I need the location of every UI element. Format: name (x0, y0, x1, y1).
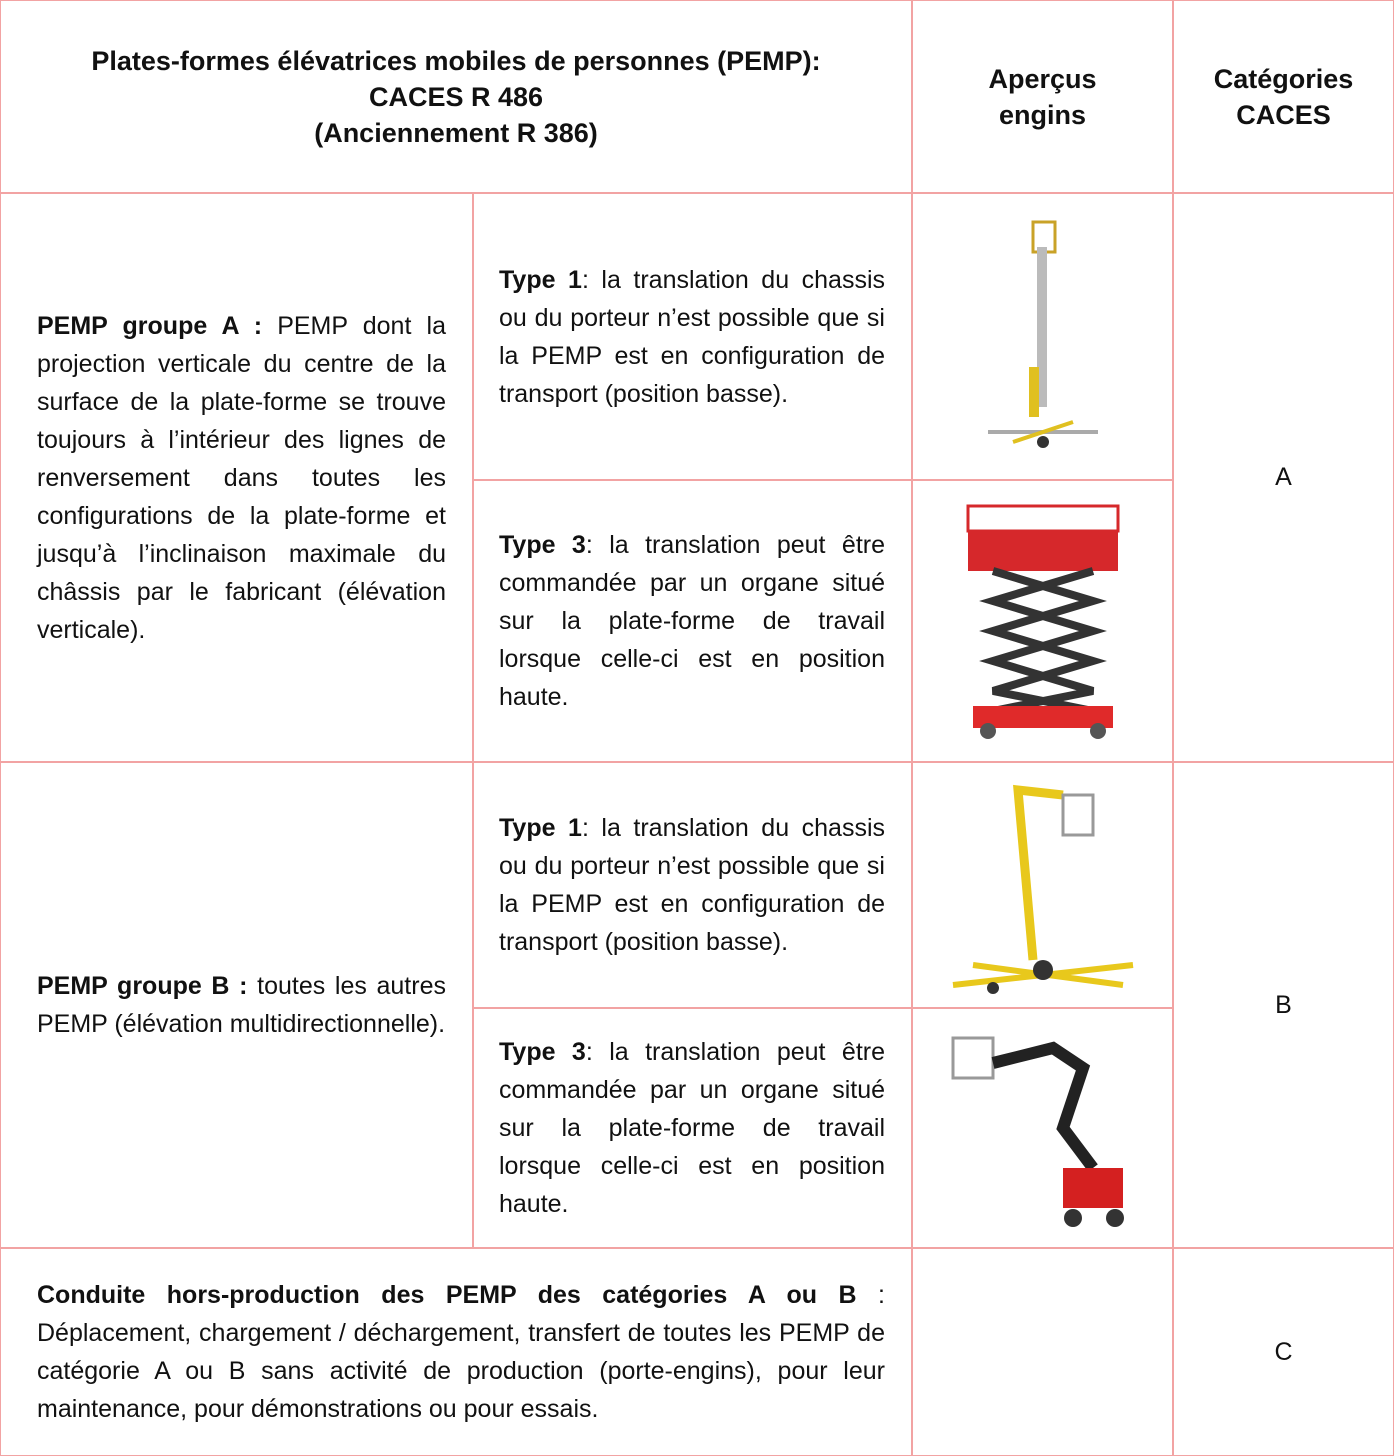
type-label: Type 1 (499, 814, 582, 842)
header: engins (998, 99, 1086, 130)
image-cell (912, 193, 1173, 480)
group-cell: PEMP groupe B : toutes les autres PEMP (… (0, 762, 473, 1248)
mast-lift-image (987, 220, 1098, 448)
type-cell: Type 3: la translation peut être command… (473, 480, 912, 762)
header: CACES (1236, 99, 1331, 130)
type-label: Type 3 (499, 531, 586, 559)
title: (Anciennement R 386) (314, 117, 598, 148)
boom-lift-image (952, 784, 1133, 994)
type-text: : la translation du chassis ou du porteu… (499, 265, 886, 408)
group-label: PEMP groupe B : (37, 972, 248, 1000)
articulated-lift-image (951, 1036, 1124, 1227)
type-label: Type 3 (499, 1038, 586, 1066)
header: Aperçus (988, 63, 1097, 94)
group-cell: PEMP groupe A : PEMP dont la projection … (0, 193, 473, 762)
image-cell (912, 1248, 1173, 1456)
group-text: PEMP dont la projection verticale du cen… (37, 311, 446, 644)
group-label: PEMP groupe A : (37, 311, 263, 340)
group-text: toutes les autres PEMP (élévation multid… (37, 972, 446, 1038)
group-cell: Conduite hors-production des PEMP des ca… (0, 1248, 912, 1456)
type-label: Type 1 (499, 265, 582, 294)
header-cell: Aperçus engins (912, 0, 1173, 193)
type-text: : la translation peut être commandée par… (499, 531, 885, 711)
type-text: : la translation du chassis ou du porteu… (499, 814, 886, 956)
type-cell: Type 3: la translation peut être command… (473, 1008, 912, 1248)
group-label: Conduite hors-production des PEMP des ca… (37, 1281, 857, 1309)
category: C (1274, 1337, 1293, 1366)
category-cell: C (1173, 1248, 1394, 1456)
category: A (1275, 463, 1292, 491)
title: CACES R 486 (368, 81, 544, 112)
group-text: : Déplacement, chargement / déchargement… (37, 1281, 885, 1423)
type-text: : la translation peut être commandée par… (499, 1038, 885, 1218)
scissor-lift-image (966, 504, 1119, 739)
header: Catégories (1213, 63, 1354, 94)
title: Plates-formes élévatrices mobiles de per… (91, 45, 821, 76)
image-cell (912, 762, 1173, 1008)
image-cell (912, 1008, 1173, 1248)
image-cell (912, 480, 1173, 762)
category-cell: A (1173, 193, 1394, 762)
category: B (1275, 990, 1292, 1019)
category-cell: B (1173, 762, 1394, 1248)
header-cell: Plates-formes élévatrices mobiles de per… (0, 0, 912, 193)
type-cell: Type 1: la translation du chassis ou du … (473, 762, 912, 1008)
type-cell: Type 1: la translation du chassis ou du … (473, 193, 912, 480)
header-cell: Catégories CACES (1173, 0, 1394, 193)
